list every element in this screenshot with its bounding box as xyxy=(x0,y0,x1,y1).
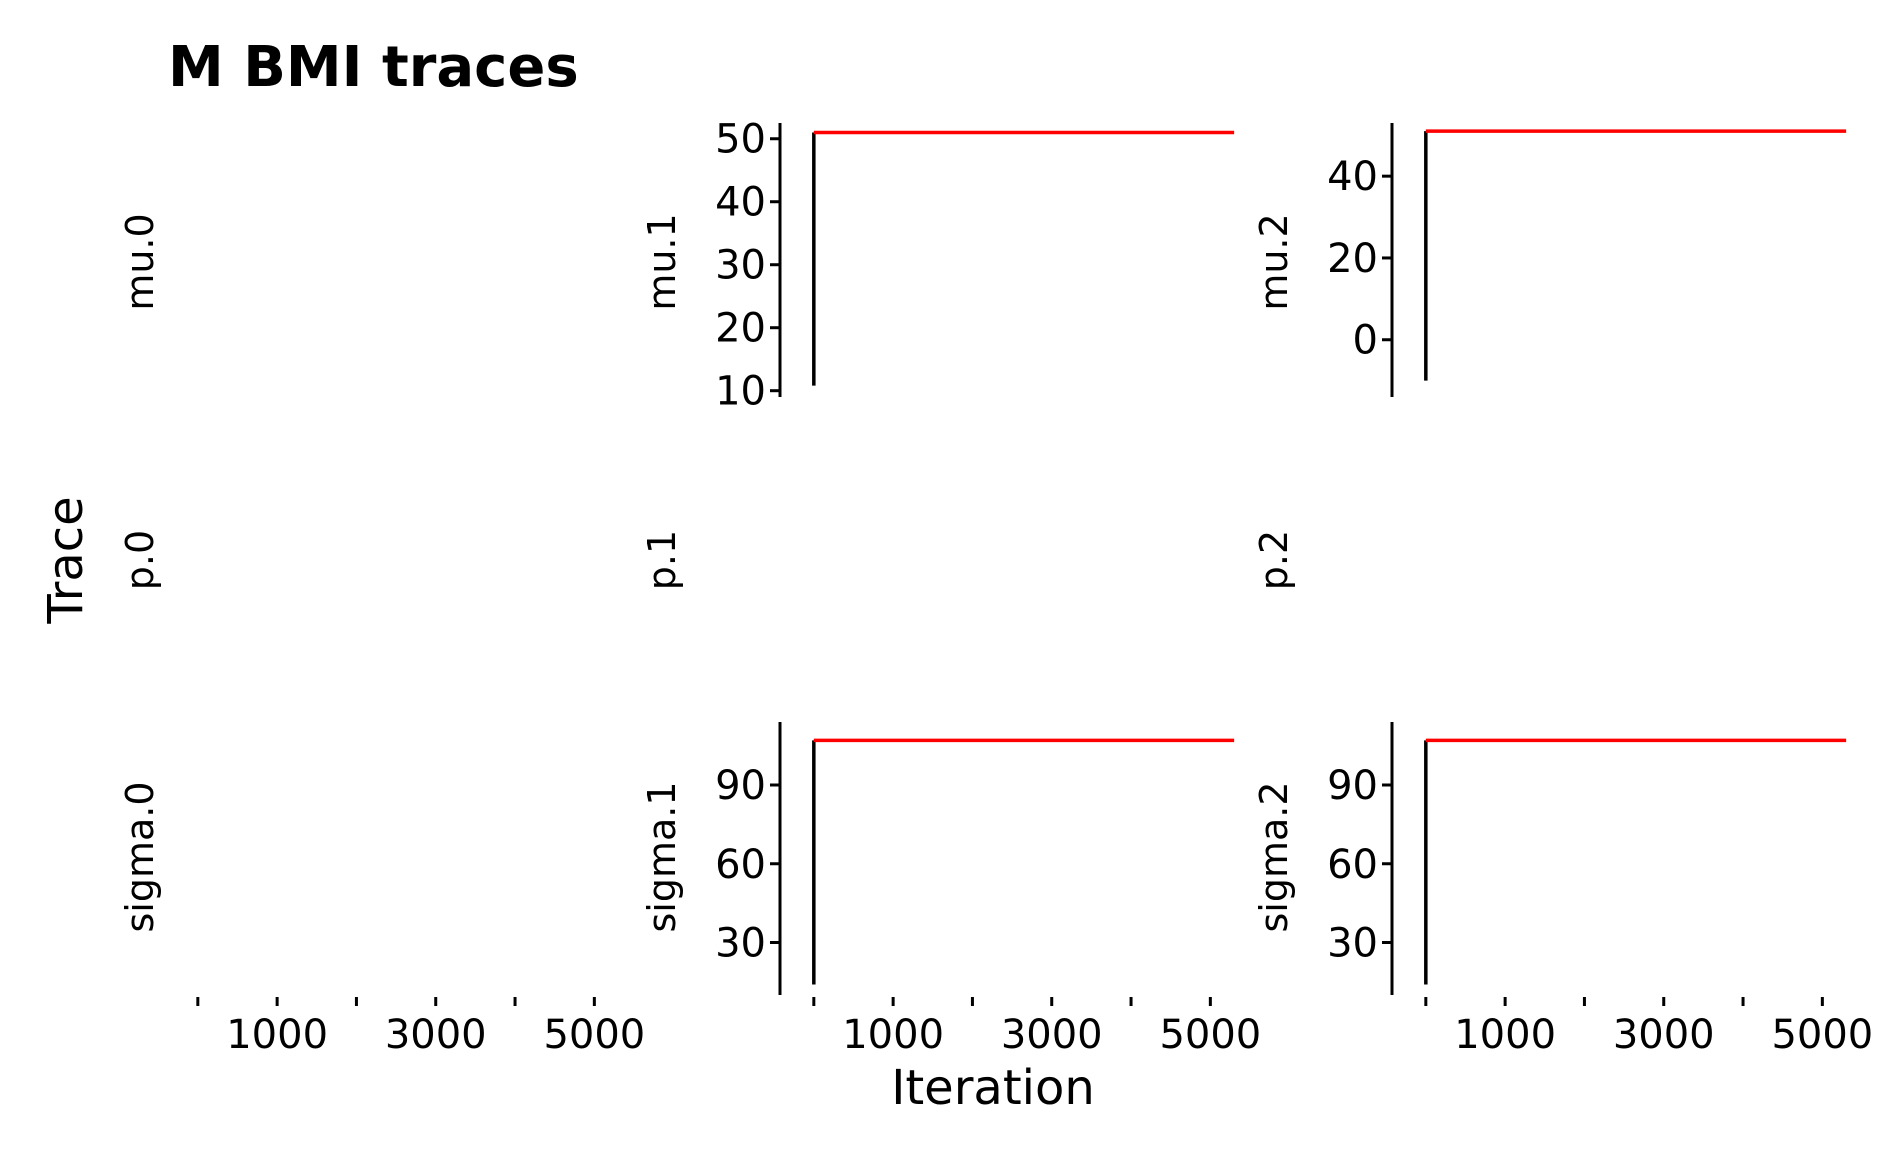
x-tick-label: 5000 xyxy=(543,1012,645,1058)
panel-label: sigma.1 xyxy=(640,781,684,932)
panel-mu-2: mu.2 0 20 40 xyxy=(1252,123,1847,397)
y-tick-label: 40 xyxy=(1327,154,1378,200)
panel-label: sigma.0 xyxy=(118,781,162,932)
y-tick-label: 90 xyxy=(1327,763,1378,809)
panel-label: mu.0 xyxy=(118,213,162,310)
panel-sigma-1: sigma.1 1000 3000 5000 30 60 90 xyxy=(640,722,1261,1058)
y-tick-label: 50 xyxy=(715,117,766,163)
panel-mu-1: mu.1 10 20 30 40 50 xyxy=(640,117,1235,415)
panel-sigma-0: sigma.0 1000 3000 5000 xyxy=(118,781,645,1058)
x-tick-label: 3000 xyxy=(1613,1012,1715,1058)
y-tick-label: 40 xyxy=(715,180,766,226)
x-tick-label: 3000 xyxy=(385,1012,487,1058)
y-tick-label: 20 xyxy=(715,306,766,352)
y-tick-label: 90 xyxy=(715,763,766,809)
x-tick-label: 1000 xyxy=(842,1012,944,1058)
y-tick-label: 30 xyxy=(715,243,766,289)
x-tick-label: 5000 xyxy=(1771,1012,1873,1058)
panel-p-2: p.2 xyxy=(1252,530,1296,590)
y-tick-label: 0 xyxy=(1353,318,1378,364)
figure-title: M BMI traces xyxy=(168,35,579,100)
x-tick-label: 1000 xyxy=(226,1012,328,1058)
y-tick-label: 60 xyxy=(1327,842,1378,888)
panel-label: p.2 xyxy=(1252,530,1296,590)
y-tick-label: 30 xyxy=(1327,921,1378,967)
panel-label: p.1 xyxy=(640,530,684,590)
panel-label: mu.1 xyxy=(640,213,684,310)
y-tick-label: 20 xyxy=(1327,236,1378,282)
panel-p-1: p.1 xyxy=(640,530,684,590)
panel-p-0: p.0 xyxy=(118,530,162,590)
y-tick-label: 60 xyxy=(715,842,766,888)
y-axis-title: Trace xyxy=(38,496,94,624)
panel-label: sigma.2 xyxy=(1252,781,1296,932)
panel-sigma-2: sigma.2 1000 3000 5000 30 60 90 xyxy=(1252,722,1873,1058)
panel-label: mu.2 xyxy=(1252,213,1296,310)
x-tick-label: 5000 xyxy=(1159,1012,1261,1058)
x-tick-label: 3000 xyxy=(1001,1012,1103,1058)
panel-label: p.0 xyxy=(118,530,162,590)
panel-mu-0: mu.0 xyxy=(118,213,162,310)
x-tick-label: 1000 xyxy=(1454,1012,1556,1058)
x-axis-title: Iteration xyxy=(891,1060,1095,1116)
y-tick-label: 10 xyxy=(715,369,766,415)
facet-panels: mu.0 mu.1 10 20 30 40 50 mu.2 0 20 40 p.0 p.1 p.2 sigm… xyxy=(118,117,1873,1058)
y-tick-label: 30 xyxy=(715,921,766,967)
